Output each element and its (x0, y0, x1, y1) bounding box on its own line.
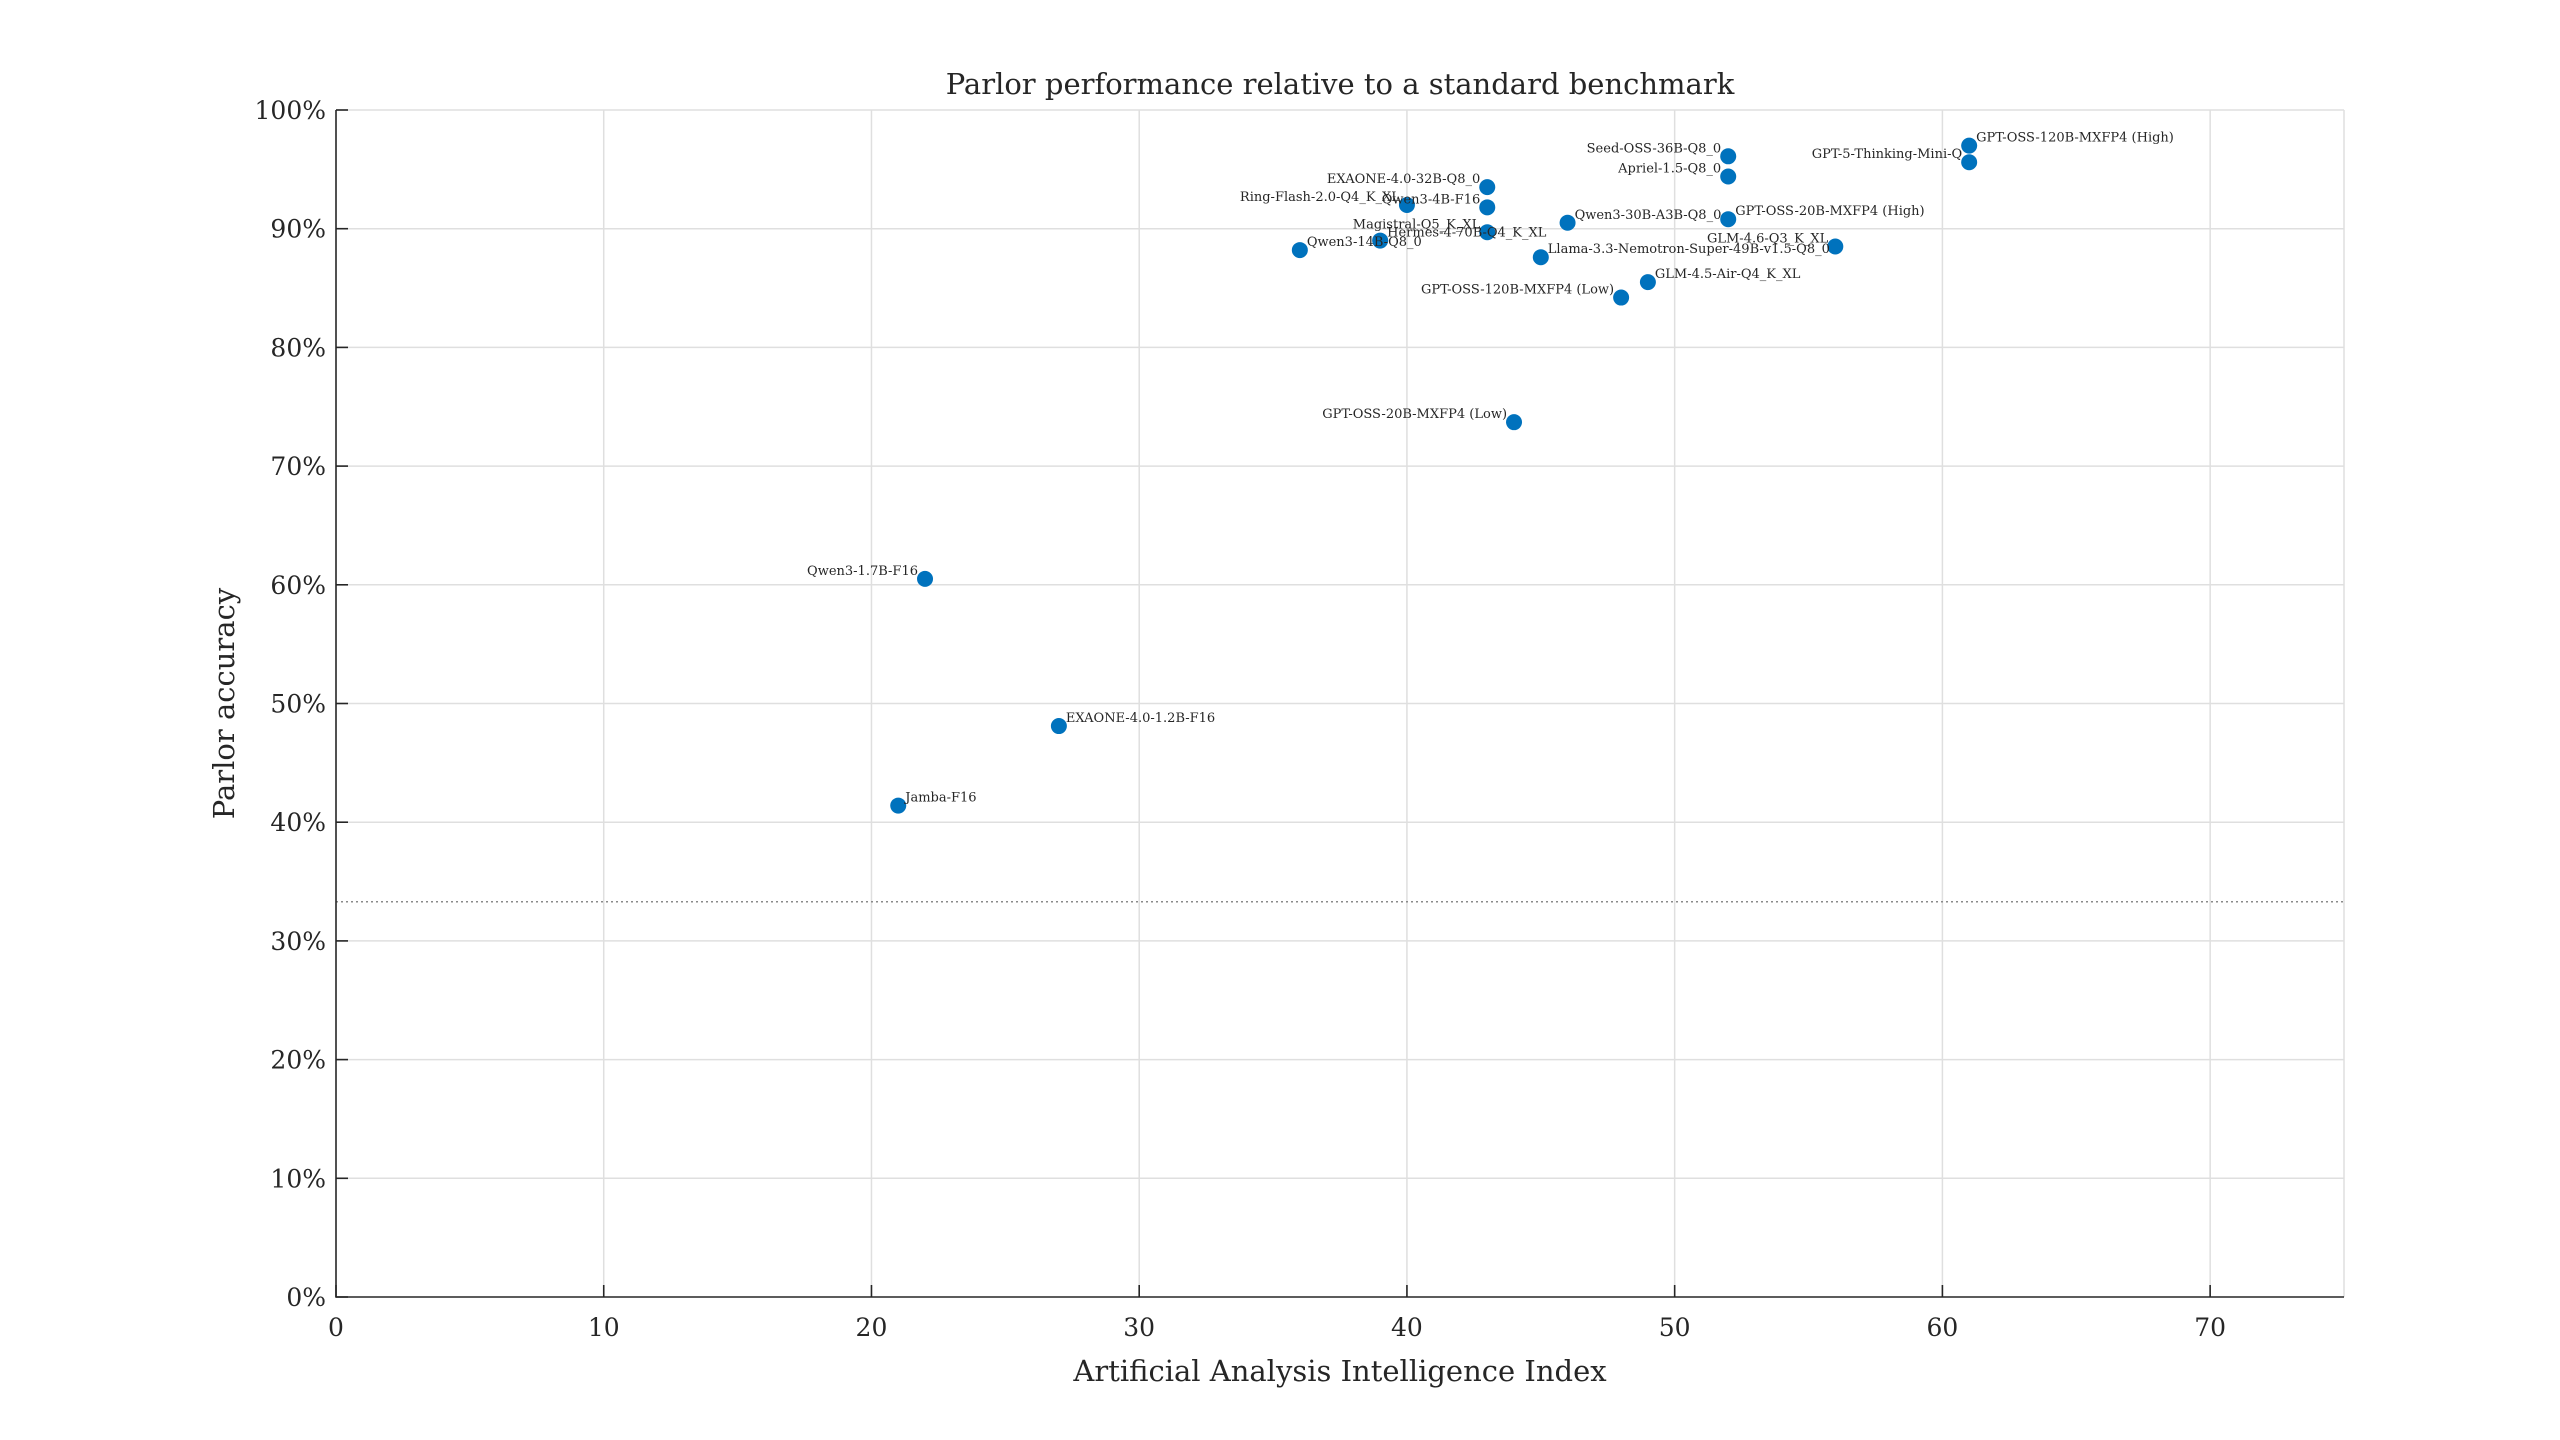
data-point-label: GPT-OSS-120B-MXFP4 (Low) (1421, 283, 1614, 298)
chart-title: Parlor performance relative to a standar… (946, 67, 1735, 101)
data-point-label: Jamba-F16 (903, 791, 976, 806)
y-tick-label: 30% (270, 927, 326, 956)
data-point-label: Seed-OSS-36B-Q8_0 (1587, 141, 1722, 156)
x-axis-ticks: 0 10 20 30 40 50 60 70 (328, 1285, 2226, 1342)
data-point-label: GPT-OSS-120B-MXFP4 (High) (1976, 131, 2174, 146)
data-point (1532, 249, 1549, 266)
x-tick-label: 30 (1123, 1313, 1155, 1342)
data-point-label: Apriel-1.5-Q8_0 (1617, 161, 1721, 176)
data-point-label: GPT-5-Thinking-Mini-Q (1812, 147, 1962, 162)
data-point-label: EXAONE-4.0-1.2B-F16 (1066, 711, 1215, 726)
data-point (1050, 718, 1067, 735)
data-point (1559, 214, 1576, 231)
data-point-label: Qwen3-30B-A3B-Q8_0 (1575, 208, 1722, 223)
y-axis-title: Parlor accuracy (207, 587, 241, 819)
data-point-label: GPT-OSS-20B-MXFP4 (High) (1735, 204, 1924, 219)
data-point (1961, 154, 1978, 171)
data-point-label: GPT-OSS-20B-MXFP4 (Low) (1322, 407, 1507, 422)
data-point (1961, 137, 1978, 154)
data-point (1639, 274, 1656, 291)
data-point-label: GLM-4.6-Q3_K_XL (1707, 232, 1829, 247)
data-point-label: Qwen3-1.7B-F16 (807, 564, 918, 579)
grid (336, 109, 2345, 1297)
data-point (1291, 242, 1308, 259)
data-point (1398, 196, 1415, 213)
data-point-label: Magistral-Q5_K_XL (1353, 217, 1481, 232)
data-point (917, 570, 934, 587)
data-point (890, 797, 907, 814)
data-point (1372, 232, 1389, 249)
data-point (1479, 199, 1496, 216)
y-tick-label: 50% (270, 690, 326, 719)
y-tick-label: 40% (270, 808, 326, 837)
data-point (1827, 238, 1844, 255)
x-tick-label: 50 (1659, 1313, 1691, 1342)
data-point (1613, 289, 1630, 306)
data-point-label: GLM-4.5-Air-Q4_K_XL (1655, 267, 1801, 282)
data-point (1479, 224, 1496, 241)
data-point-label: Llama-3.3-Nemotron-Super-49B-v1.5-Q8_0 (1548, 242, 1830, 257)
data-point (1720, 168, 1737, 185)
y-tick-label: 100% (255, 96, 326, 125)
data-point-label: EXAONE-4.0-32B-Q8_0 (1327, 172, 1480, 187)
y-tick-label: 80% (270, 333, 326, 362)
x-tick-label: 0 (328, 1313, 344, 1342)
x-tick-label: 10 (588, 1313, 620, 1342)
x-tick-label: 20 (856, 1313, 888, 1342)
data-point-label: Qwen3-14B-Q8_0 (1307, 235, 1422, 250)
data-point (1506, 414, 1523, 431)
point-labels: GPT-OSS-120B-MXFP4 (High) GPT-5-Thinking-… (807, 131, 2174, 806)
y-tick-label: 0% (286, 1283, 326, 1312)
y-tick-label: 70% (270, 452, 326, 481)
x-tick-label: 60 (1926, 1313, 1958, 1342)
y-axis-ticks: 0% 10% 20% 30% 40% 50% 60% 70% 80% 90% 100% (255, 96, 348, 1312)
y-tick-label: 10% (270, 1164, 326, 1193)
y-tick-label: 20% (270, 1046, 326, 1075)
x-tick-label: 70 (2194, 1313, 2226, 1342)
data-point-label: Ring-Flash-2.0-Q4_K_XL (1240, 190, 1400, 205)
data-points (890, 137, 1978, 814)
data-point (1720, 211, 1737, 228)
data-point (1479, 179, 1496, 196)
y-tick-label: 90% (270, 215, 326, 244)
x-tick-label: 40 (1391, 1313, 1423, 1342)
x-axis-title: Artificial Analysis Intelligence Index (1072, 1354, 1606, 1388)
data-point (1720, 148, 1737, 165)
data-point-label: Qwen3-4B-F16 (1382, 192, 1481, 207)
data-point-label: Hermes-4-70B-Q4_K_XL (1387, 226, 1547, 241)
y-tick-label: 60% (270, 571, 326, 600)
